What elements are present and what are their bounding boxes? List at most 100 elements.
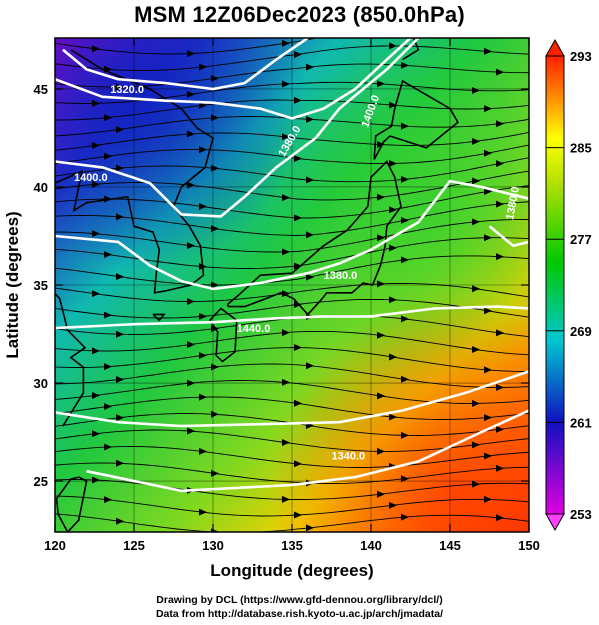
coastline (402, 38, 420, 61)
wind-arrow (377, 331, 385, 339)
height-contours (55, 38, 529, 493)
streamline (55, 131, 529, 151)
streamline (55, 45, 529, 71)
wind-arrow (294, 344, 302, 352)
wind-arrow (496, 329, 504, 337)
wind-arrow (211, 164, 219, 172)
wind-arrow (377, 193, 385, 201)
wind-arrow (92, 430, 100, 438)
streamline (55, 237, 529, 269)
coastline (209, 307, 238, 363)
wind-arrow (92, 99, 100, 107)
height-contour (488, 225, 529, 248)
coastline (55, 476, 88, 532)
streamline (55, 347, 529, 372)
wind-arrow (92, 230, 100, 238)
wind-arrow (116, 459, 124, 467)
wind-arrow (92, 141, 100, 149)
wind-arrow (472, 285, 480, 293)
wind-arrow (472, 441, 480, 449)
streamline (55, 513, 529, 532)
wind-arrow (389, 501, 397, 509)
y-tick-label: 40 (34, 180, 48, 195)
wind-arrow (199, 63, 207, 71)
wind-arrow (496, 425, 504, 433)
wind-arrow (377, 490, 385, 498)
coastline (373, 79, 459, 160)
map-title: MSM 12Z06Dec2023 (850.0hPa) (134, 2, 465, 27)
wind-arrow (116, 273, 124, 281)
wind-arrow (116, 330, 124, 338)
wind-arrow (496, 120, 504, 128)
colorbar-tick-label: 253 (570, 507, 592, 522)
wind-arrow (294, 460, 302, 468)
wind-arrow (187, 90, 195, 98)
wind-arrow (472, 218, 480, 226)
wind-arrow (472, 137, 480, 145)
wind-arrow (472, 86, 480, 94)
wind-arrow (377, 280, 385, 288)
wind-arrow (401, 216, 409, 224)
wind-arrow (199, 508, 207, 516)
wind-arrow (211, 363, 219, 371)
height-contour (86, 409, 529, 493)
wind-arrow (389, 413, 397, 421)
streamline (55, 99, 529, 121)
y-axis-label: Latitude (degrees) (3, 211, 22, 358)
wind-arrow (472, 345, 480, 353)
wind-arrow (306, 273, 314, 281)
wind-arrow (401, 61, 409, 69)
height-contour (55, 179, 529, 291)
streamline (55, 63, 529, 88)
wind-arrow (187, 297, 195, 305)
credit-line-2: Data from http://database.rish.kyoto-u.a… (155, 608, 444, 620)
wind-arrow (389, 353, 397, 361)
wind-arrow (282, 495, 290, 503)
wind-arrow (294, 262, 302, 270)
contour-label: 1440.0 (237, 323, 271, 335)
wind-arrow (389, 296, 397, 304)
streamline (55, 38, 320, 55)
wind-arrow (211, 410, 219, 418)
streamline (55, 495, 529, 517)
streamline (55, 157, 529, 183)
streamline (55, 81, 529, 104)
wind-arrow (496, 514, 504, 522)
height-contour (55, 38, 420, 218)
wind-arrow (294, 96, 302, 104)
colorbar-top-arrow (545, 38, 565, 57)
contour-label: 1340.0 (332, 450, 366, 462)
wind-arrow (496, 253, 504, 261)
wind-arrow (484, 47, 492, 55)
wind-arrow (187, 181, 195, 189)
wind-arrow (389, 101, 397, 109)
y-tick-label: 30 (34, 376, 48, 391)
wind-arrow (187, 130, 195, 138)
height-contour (55, 305, 529, 330)
wind-arrow (282, 290, 290, 298)
x-tick-label: 130 (202, 538, 224, 553)
y-tick-label: 25 (34, 474, 48, 489)
wind-arrow (401, 256, 409, 264)
wind-arrow (92, 347, 100, 355)
coastline (152, 313, 166, 322)
wind-arrow (104, 363, 112, 371)
wind-arrow (377, 26, 385, 33)
wind-arrow (294, 399, 302, 407)
wind-arrow (282, 39, 290, 47)
y-tick-label: 35 (34, 278, 48, 293)
wind-arrow (294, 511, 302, 519)
wind-arrow (401, 375, 409, 383)
wind-arrow (199, 351, 207, 359)
colorbar-gradient (545, 55, 565, 515)
streamline (55, 429, 529, 452)
wind-streamlines (55, 26, 529, 532)
x-tick-label: 135 (281, 538, 303, 553)
streamline (55, 170, 529, 201)
streamline (55, 446, 529, 468)
wind-arrow (199, 447, 207, 455)
wind-arrow (92, 180, 100, 188)
wind-arrow (377, 141, 385, 149)
coastline (55, 49, 214, 294)
colorbar-tick-label: 261 (570, 415, 592, 430)
